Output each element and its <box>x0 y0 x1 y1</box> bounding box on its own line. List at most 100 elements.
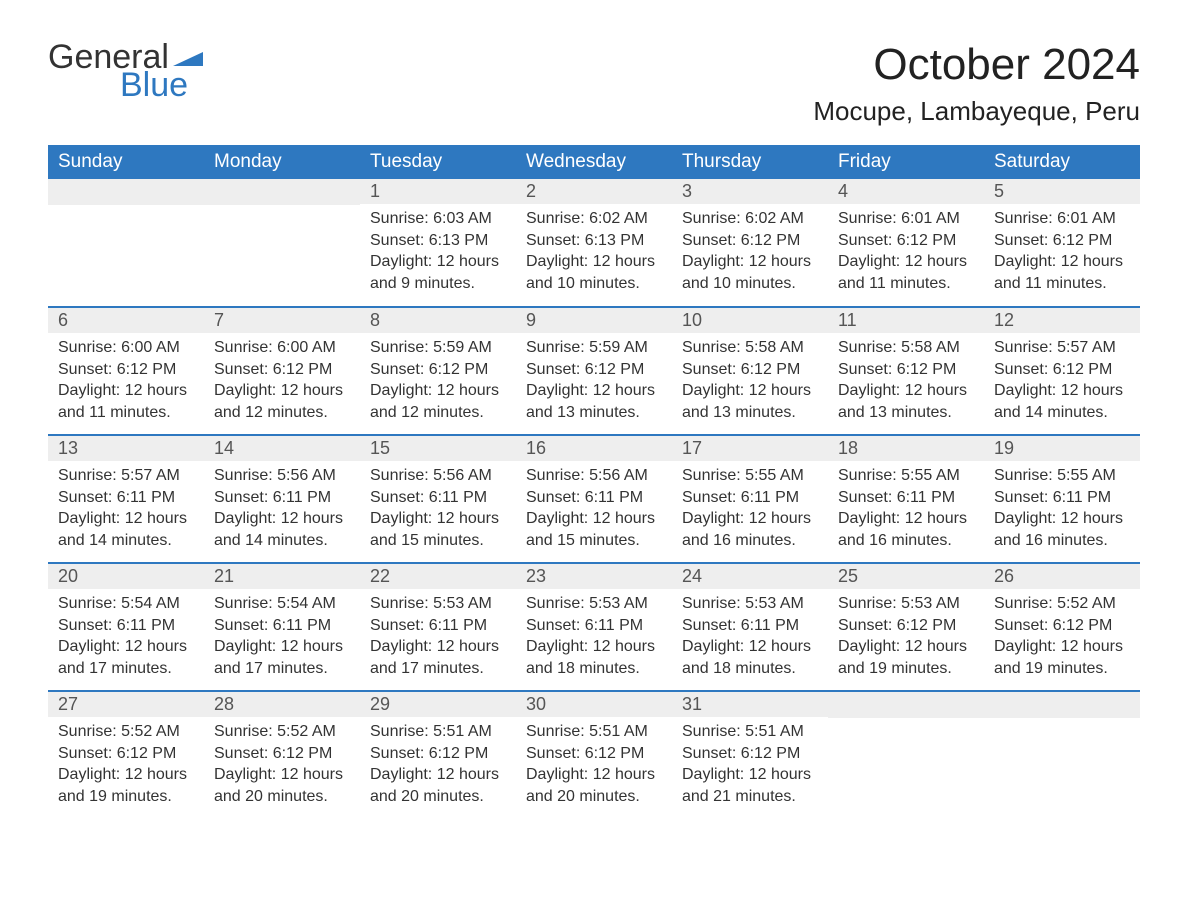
daylight-line: and 11 minutes. <box>838 273 974 295</box>
daylight-line: and 15 minutes. <box>370 530 506 552</box>
calendar-day-cell: 4Sunrise: 6:01 AMSunset: 6:12 PMDaylight… <box>828 179 984 307</box>
calendar-day-cell <box>984 691 1140 819</box>
calendar-day-cell: 2Sunrise: 6:02 AMSunset: 6:13 PMDaylight… <box>516 179 672 307</box>
day-number: 16 <box>516 436 672 461</box>
calendar-day-cell <box>828 691 984 819</box>
daylight-line: Daylight: 12 hours <box>214 508 350 530</box>
daylight-line: and 15 minutes. <box>526 530 662 552</box>
sunrise-line: Sunrise: 5:58 AM <box>838 337 974 359</box>
daylight-line: Daylight: 12 hours <box>58 764 194 786</box>
sunrise-line: Sunrise: 5:51 AM <box>526 721 662 743</box>
calendar-week-row: 13Sunrise: 5:57 AMSunset: 6:11 PMDayligh… <box>48 435 1140 563</box>
sunrise-line: Sunrise: 5:57 AM <box>58 465 194 487</box>
sunset-line: Sunset: 6:11 PM <box>526 487 662 509</box>
daylight-line: and 10 minutes. <box>682 273 818 295</box>
day-number: 4 <box>828 179 984 204</box>
day-details: Sunrise: 5:54 AMSunset: 6:11 PMDaylight:… <box>48 589 204 689</box>
daylight-line: and 12 minutes. <box>370 402 506 424</box>
day-number: 27 <box>48 692 204 717</box>
sunrise-line: Sunrise: 5:51 AM <box>370 721 506 743</box>
day-details: Sunrise: 6:00 AMSunset: 6:12 PMDaylight:… <box>204 333 360 433</box>
day-number: 21 <box>204 564 360 589</box>
daylight-line: and 17 minutes. <box>58 658 194 680</box>
calendar-day-cell: 12Sunrise: 5:57 AMSunset: 6:12 PMDayligh… <box>984 307 1140 435</box>
sunrise-line: Sunrise: 5:53 AM <box>526 593 662 615</box>
day-details: Sunrise: 6:02 AMSunset: 6:12 PMDaylight:… <box>672 204 828 304</box>
calendar-day-cell: 14Sunrise: 5:56 AMSunset: 6:11 PMDayligh… <box>204 435 360 563</box>
calendar-table: Sunday Monday Tuesday Wednesday Thursday… <box>48 145 1140 819</box>
day-number: 19 <box>984 436 1140 461</box>
calendar-day-cell: 21Sunrise: 5:54 AMSunset: 6:11 PMDayligh… <box>204 563 360 691</box>
daylight-line: Daylight: 12 hours <box>682 380 818 402</box>
sunset-line: Sunset: 6:11 PM <box>370 615 506 637</box>
day-number <box>48 179 204 205</box>
day-number: 7 <box>204 308 360 333</box>
sunset-line: Sunset: 6:13 PM <box>526 230 662 252</box>
day-header: Tuesday <box>360 145 516 179</box>
sunset-line: Sunset: 6:11 PM <box>58 487 194 509</box>
sunrise-line: Sunrise: 5:52 AM <box>994 593 1130 615</box>
sunset-line: Sunset: 6:12 PM <box>838 230 974 252</box>
sunrise-line: Sunrise: 5:53 AM <box>370 593 506 615</box>
day-header: Saturday <box>984 145 1140 179</box>
calendar-day-cell: 27Sunrise: 5:52 AMSunset: 6:12 PMDayligh… <box>48 691 204 819</box>
day-details: Sunrise: 5:58 AMSunset: 6:12 PMDaylight:… <box>672 333 828 433</box>
day-details: Sunrise: 5:53 AMSunset: 6:11 PMDaylight:… <box>360 589 516 689</box>
sunset-line: Sunset: 6:11 PM <box>58 615 194 637</box>
sunset-line: Sunset: 6:12 PM <box>214 359 350 381</box>
day-number: 18 <box>828 436 984 461</box>
calendar-day-cell: 17Sunrise: 5:55 AMSunset: 6:11 PMDayligh… <box>672 435 828 563</box>
day-details: Sunrise: 5:53 AMSunset: 6:11 PMDaylight:… <box>672 589 828 689</box>
daylight-line: and 9 minutes. <box>370 273 506 295</box>
sunrise-line: Sunrise: 6:00 AM <box>58 337 194 359</box>
day-number: 1 <box>360 179 516 204</box>
day-number: 26 <box>984 564 1140 589</box>
daylight-line: Daylight: 12 hours <box>838 508 974 530</box>
daylight-line: Daylight: 12 hours <box>526 764 662 786</box>
daylight-line: and 20 minutes. <box>370 786 506 808</box>
calendar-day-cell: 8Sunrise: 5:59 AMSunset: 6:12 PMDaylight… <box>360 307 516 435</box>
daylight-line: Daylight: 12 hours <box>370 380 506 402</box>
day-details: Sunrise: 6:00 AMSunset: 6:12 PMDaylight:… <box>48 333 204 433</box>
daylight-line: and 19 minutes. <box>838 658 974 680</box>
calendar-day-cell: 29Sunrise: 5:51 AMSunset: 6:12 PMDayligh… <box>360 691 516 819</box>
sunrise-line: Sunrise: 6:02 AM <box>526 208 662 230</box>
day-number: 14 <box>204 436 360 461</box>
sunset-line: Sunset: 6:12 PM <box>682 359 818 381</box>
sunrise-line: Sunrise: 5:54 AM <box>58 593 194 615</box>
sunrise-line: Sunrise: 5:58 AM <box>682 337 818 359</box>
sunrise-line: Sunrise: 5:52 AM <box>58 721 194 743</box>
daylight-line: and 11 minutes. <box>58 402 194 424</box>
day-number: 28 <box>204 692 360 717</box>
sunrise-line: Sunrise: 6:02 AM <box>682 208 818 230</box>
daylight-line: Daylight: 12 hours <box>58 380 194 402</box>
calendar-week-row: 1Sunrise: 6:03 AMSunset: 6:13 PMDaylight… <box>48 179 1140 307</box>
daylight-line: and 11 minutes. <box>994 273 1130 295</box>
day-number <box>828 692 984 718</box>
location-subtitle: Mocupe, Lambayeque, Peru <box>813 96 1140 127</box>
daylight-line: Daylight: 12 hours <box>214 380 350 402</box>
day-number: 22 <box>360 564 516 589</box>
day-number: 3 <box>672 179 828 204</box>
daylight-line: Daylight: 12 hours <box>214 636 350 658</box>
sunset-line: Sunset: 6:11 PM <box>214 615 350 637</box>
daylight-line: and 19 minutes. <box>994 658 1130 680</box>
calendar-day-cell: 13Sunrise: 5:57 AMSunset: 6:11 PMDayligh… <box>48 435 204 563</box>
sunrise-line: Sunrise: 5:55 AM <box>682 465 818 487</box>
sunset-line: Sunset: 6:12 PM <box>838 615 974 637</box>
day-number: 10 <box>672 308 828 333</box>
calendar-day-cell: 10Sunrise: 5:58 AMSunset: 6:12 PMDayligh… <box>672 307 828 435</box>
daylight-line: and 14 minutes. <box>994 402 1130 424</box>
sunset-line: Sunset: 6:13 PM <box>370 230 506 252</box>
calendar-day-cell: 15Sunrise: 5:56 AMSunset: 6:11 PMDayligh… <box>360 435 516 563</box>
sunset-line: Sunset: 6:11 PM <box>682 615 818 637</box>
sunrise-line: Sunrise: 6:03 AM <box>370 208 506 230</box>
day-details: Sunrise: 5:58 AMSunset: 6:12 PMDaylight:… <box>828 333 984 433</box>
day-details: Sunrise: 5:53 AMSunset: 6:11 PMDaylight:… <box>516 589 672 689</box>
day-number: 30 <box>516 692 672 717</box>
sunset-line: Sunset: 6:12 PM <box>838 359 974 381</box>
daylight-line: Daylight: 12 hours <box>370 508 506 530</box>
sunset-line: Sunset: 6:12 PM <box>370 359 506 381</box>
calendar-day-cell: 25Sunrise: 5:53 AMSunset: 6:12 PMDayligh… <box>828 563 984 691</box>
sunset-line: Sunset: 6:12 PM <box>994 615 1130 637</box>
